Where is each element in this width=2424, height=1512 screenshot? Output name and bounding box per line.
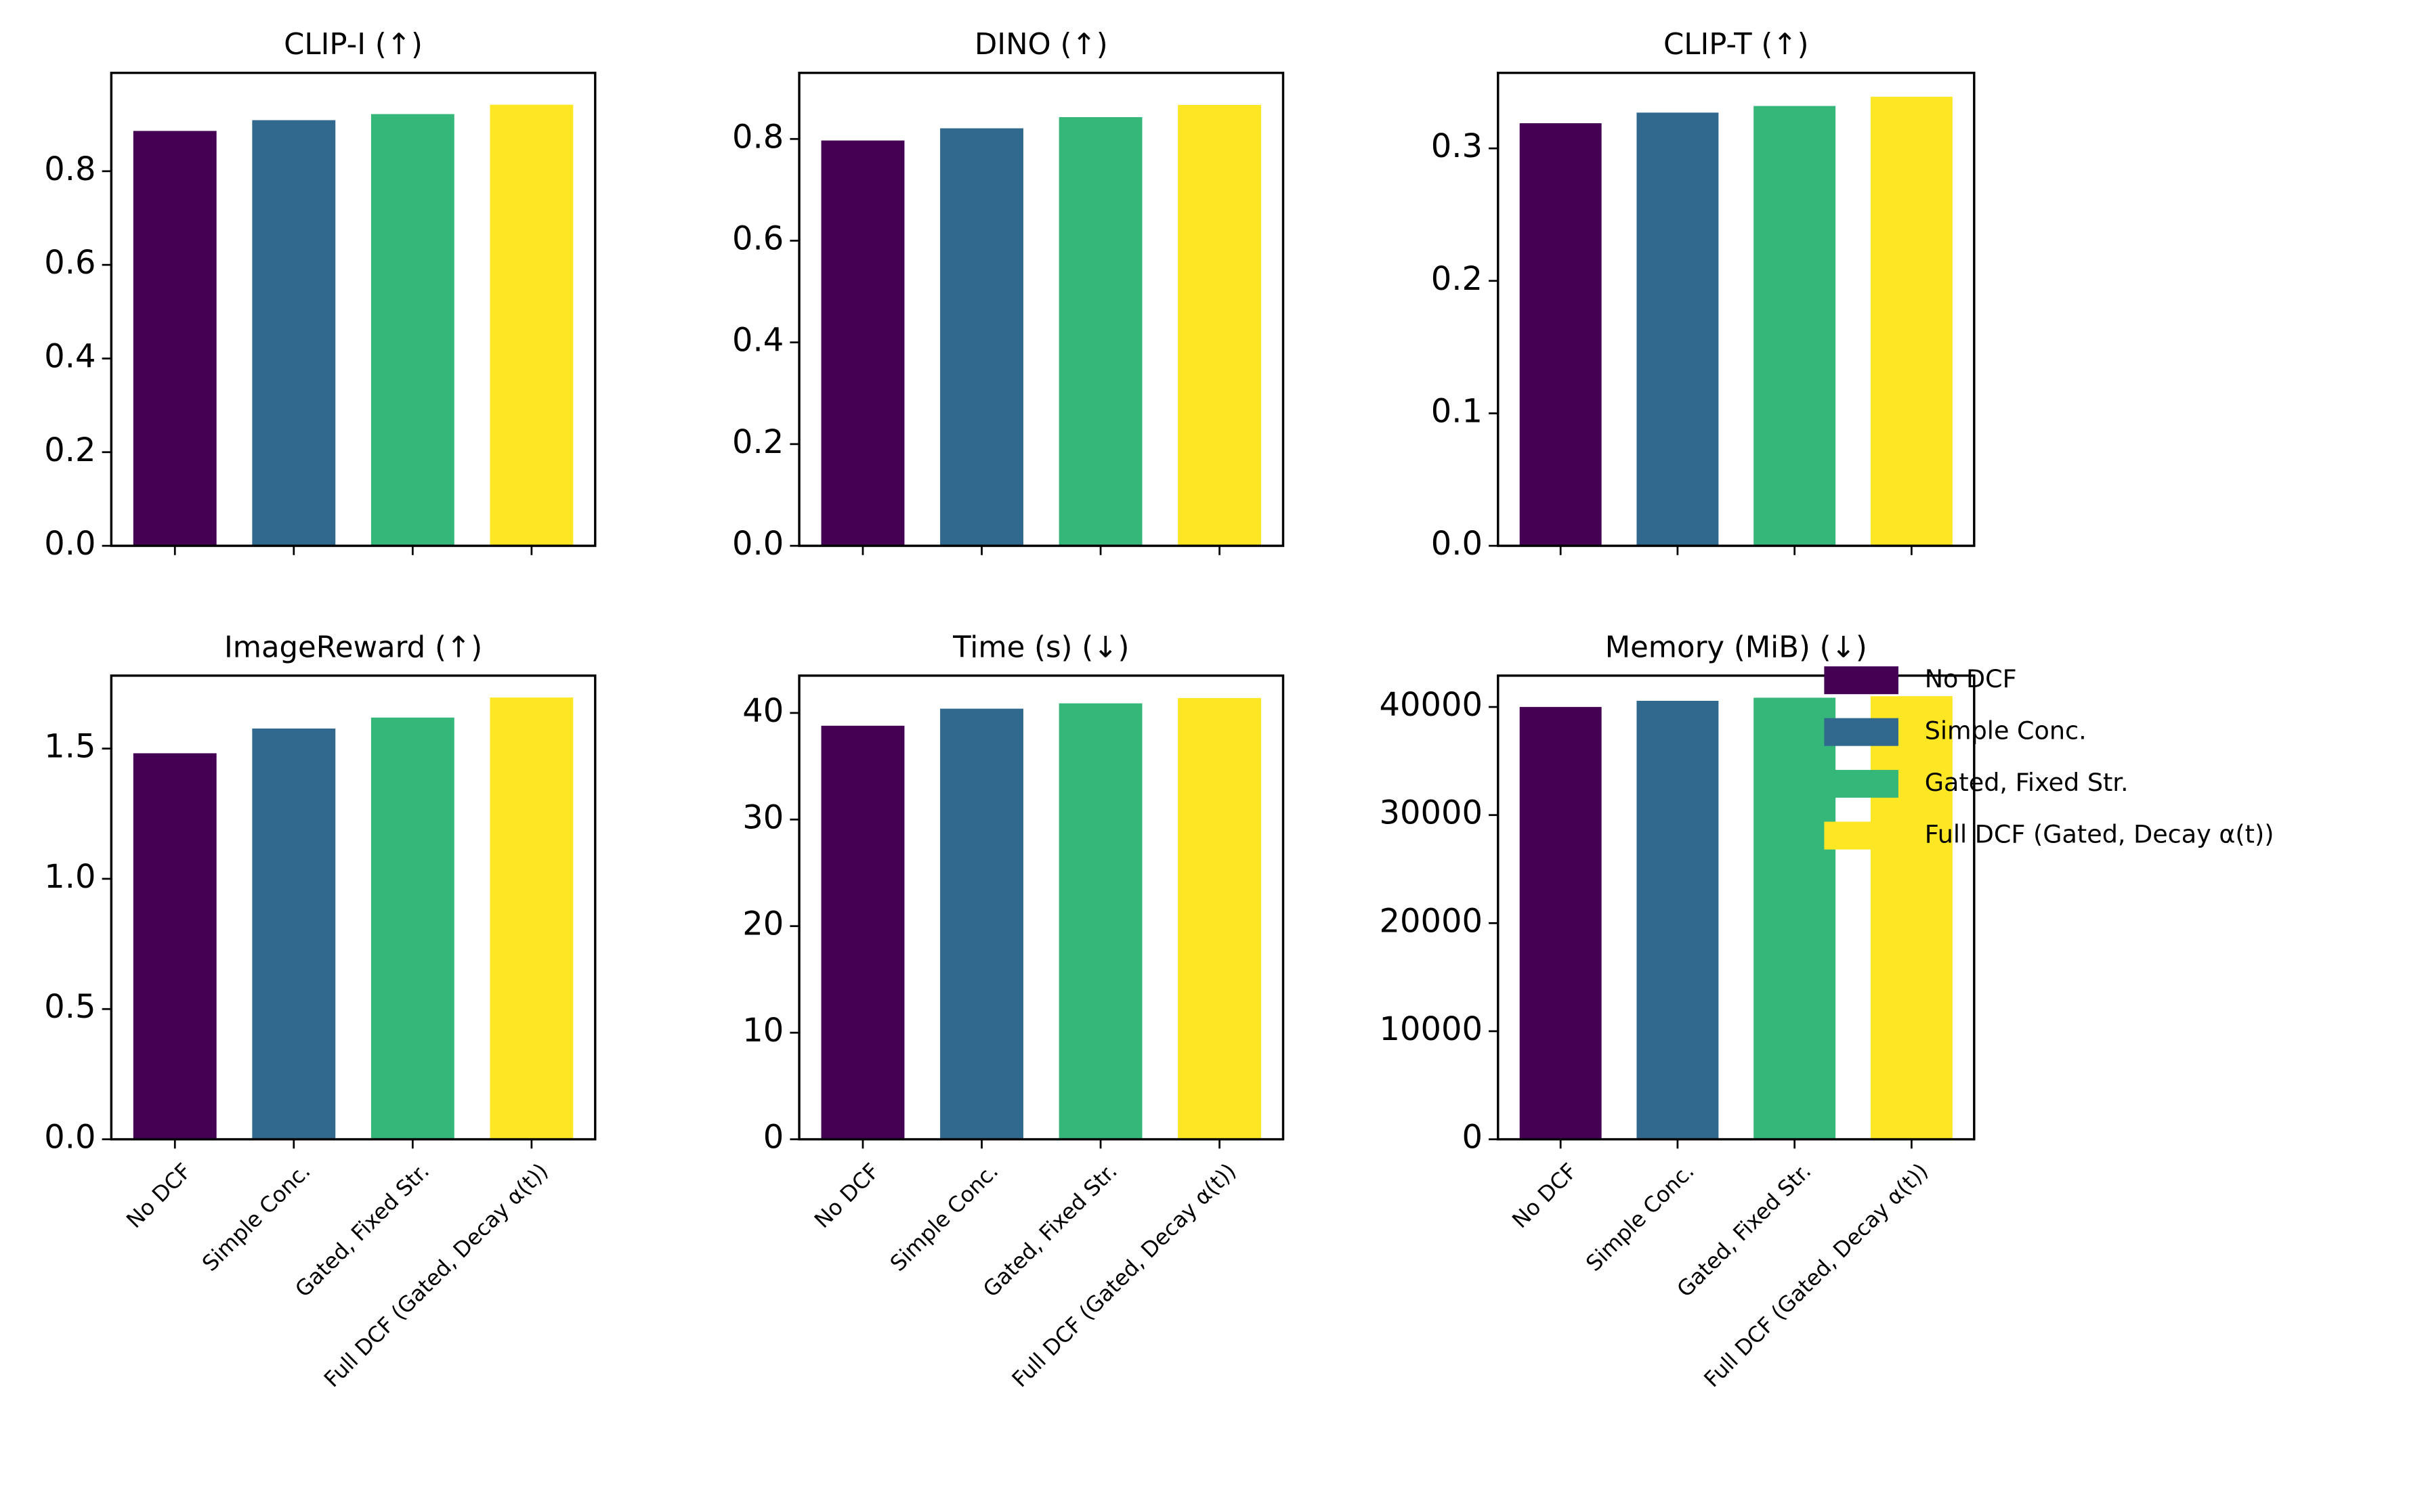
- bar: [1636, 112, 1719, 546]
- y-tick-label: 30000: [1379, 795, 1482, 832]
- x-tick-label: No DCF: [1507, 1158, 1582, 1233]
- x-tick-label: Simple Conc.: [197, 1158, 316, 1276]
- y-tick-label: 0.6: [732, 220, 784, 257]
- bar: [490, 104, 574, 546]
- legend-swatch: [1824, 666, 1898, 695]
- legend-swatch: [1824, 821, 1898, 850]
- x-tick-label: Full DCF (Gated, Decay α(t)): [1699, 1158, 1933, 1392]
- legend-label: Gated, Fixed Str.: [1925, 768, 2129, 797]
- x-tick-label: Simple Conc.: [1581, 1158, 1699, 1276]
- x-tick-label: No DCF: [809, 1158, 885, 1233]
- y-tick-label: 40: [742, 693, 784, 730]
- bar: [1059, 116, 1143, 546]
- axes-frame: [110, 71, 597, 547]
- y-tick-label: 0: [1462, 1119, 1483, 1157]
- chart-title: CLIP-I (↑): [284, 28, 423, 62]
- axes-frame: [1497, 71, 1976, 547]
- y-tick-label: 20: [742, 906, 784, 943]
- bar: [370, 717, 454, 1140]
- axes-frame: [798, 71, 1285, 547]
- bar: [1178, 104, 1262, 546]
- y-tick-label: 40000: [1379, 687, 1482, 724]
- x-tick-label: Simple Conc.: [885, 1158, 1004, 1276]
- y-tick-label: 0.0: [44, 525, 95, 563]
- chart-title: Time (s) (↓): [952, 630, 1129, 664]
- y-tick-label: 0.2: [732, 424, 784, 461]
- bar: [1178, 697, 1262, 1140]
- y-tick-label: 30: [742, 799, 784, 836]
- y-tick-label: 20000: [1379, 903, 1482, 940]
- bar: [940, 708, 1023, 1140]
- x-tick-label: Full DCF (Gated, Decay α(t)): [1007, 1158, 1241, 1392]
- y-tick-label: 0.6: [44, 244, 95, 282]
- bar: [1059, 703, 1143, 1140]
- bar: [1753, 106, 1836, 546]
- x-tick-label: Full DCF (Gated, Decay α(t)): [319, 1158, 553, 1392]
- bar: [133, 753, 217, 1140]
- chart-title: CLIP-T (↑): [1663, 28, 1809, 62]
- x-tick-label: No DCF: [121, 1158, 196, 1233]
- y-tick-label: 1.0: [44, 859, 95, 896]
- y-tick-label: 10000: [1379, 1011, 1482, 1048]
- bar: [940, 128, 1023, 546]
- legend-label: Full DCF (Gated, Decay α(t)): [1925, 820, 2274, 849]
- y-tick-label: 0.4: [732, 322, 784, 360]
- legend-label: Simple Conc.: [1925, 716, 2087, 746]
- bar: [1753, 697, 1836, 1140]
- y-tick-label: 0.5: [44, 989, 95, 1026]
- y-tick-label: 1.5: [44, 729, 95, 766]
- bar: [821, 725, 905, 1140]
- legend-swatch: [1824, 718, 1898, 746]
- bar: [1519, 123, 1602, 546]
- y-tick-label: 0: [763, 1119, 784, 1157]
- y-tick-label: 0.3: [1431, 128, 1483, 165]
- y-tick-label: 0.2: [1431, 261, 1483, 298]
- y-tick-label: 0.0: [1431, 525, 1483, 563]
- bar: [1519, 707, 1602, 1140]
- bar: [1870, 696, 1953, 1140]
- chart-title: DINO (↑): [975, 28, 1108, 62]
- y-tick-label: 0.4: [44, 338, 95, 375]
- bar: [490, 697, 574, 1140]
- y-tick-label: 0.2: [44, 432, 95, 469]
- bar: [1636, 700, 1719, 1140]
- axes-frame: [798, 674, 1285, 1141]
- legend-swatch: [1824, 770, 1898, 798]
- bar: [252, 728, 336, 1140]
- bar: [133, 131, 217, 546]
- axes-frame: [110, 674, 597, 1141]
- y-tick-label: 10: [742, 1012, 784, 1050]
- y-tick-label: 0.8: [44, 151, 95, 188]
- y-tick-label: 0.0: [44, 1119, 95, 1157]
- axes-frame: [1497, 674, 1976, 1141]
- chart-title: ImageReward (↑): [224, 630, 482, 664]
- y-tick-label: 0.0: [732, 525, 784, 563]
- legend-label: No DCF: [1925, 664, 2017, 693]
- bar: [821, 140, 905, 546]
- y-tick-label: 0.1: [1431, 393, 1483, 430]
- bar: [370, 114, 454, 546]
- bar: [252, 120, 336, 546]
- bar: [1870, 96, 1953, 546]
- chart-title: Memory (MiB) (↓): [1605, 630, 1867, 664]
- y-tick-label: 0.8: [732, 118, 784, 156]
